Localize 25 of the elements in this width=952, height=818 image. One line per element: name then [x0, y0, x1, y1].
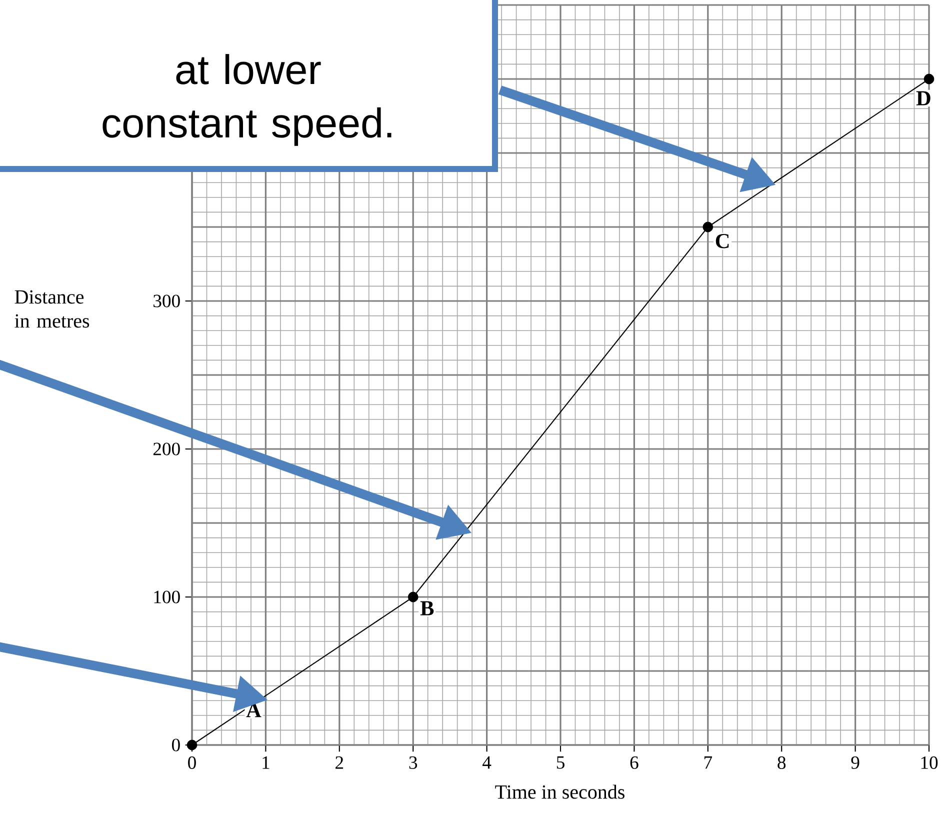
- annotation: B: [420, 601, 434, 616]
- x-tick-label: 3: [409, 756, 418, 769]
- x-tick-label: 9: [851, 756, 860, 769]
- point: [702, 222, 714, 232]
- x-tick-label: 6: [630, 756, 638, 769]
- x-tick-label: 5: [556, 756, 564, 769]
- point: [924, 74, 934, 84]
- x-tick-label: 7: [704, 756, 712, 769]
- x-tick-label: 0: [188, 756, 196, 769]
- y-axis-title: Distance in metres: [14, 290, 90, 328]
- y-tick-label: 300: [154, 294, 180, 308]
- point: [408, 592, 418, 602]
- x-tick-label: 1: [262, 756, 270, 769]
- y-tick-label: 100: [154, 590, 180, 604]
- x-axis-title: Time in seconds: [495, 784, 624, 799]
- y-tick-label: 0: [172, 738, 180, 752]
- x-tick-label: 8: [778, 756, 786, 769]
- annotation: D: [916, 91, 930, 106]
- x-tick-label: 2: [336, 756, 344, 769]
- x-tick-label: 4: [482, 756, 492, 769]
- x-tick-label: 10: [921, 756, 938, 769]
- annotation: C: [716, 234, 729, 248]
- point: [186, 740, 198, 750]
- y-tick-label: 200: [153, 442, 180, 456]
- annotation: at lower constant speed.: [102, 54, 392, 146]
